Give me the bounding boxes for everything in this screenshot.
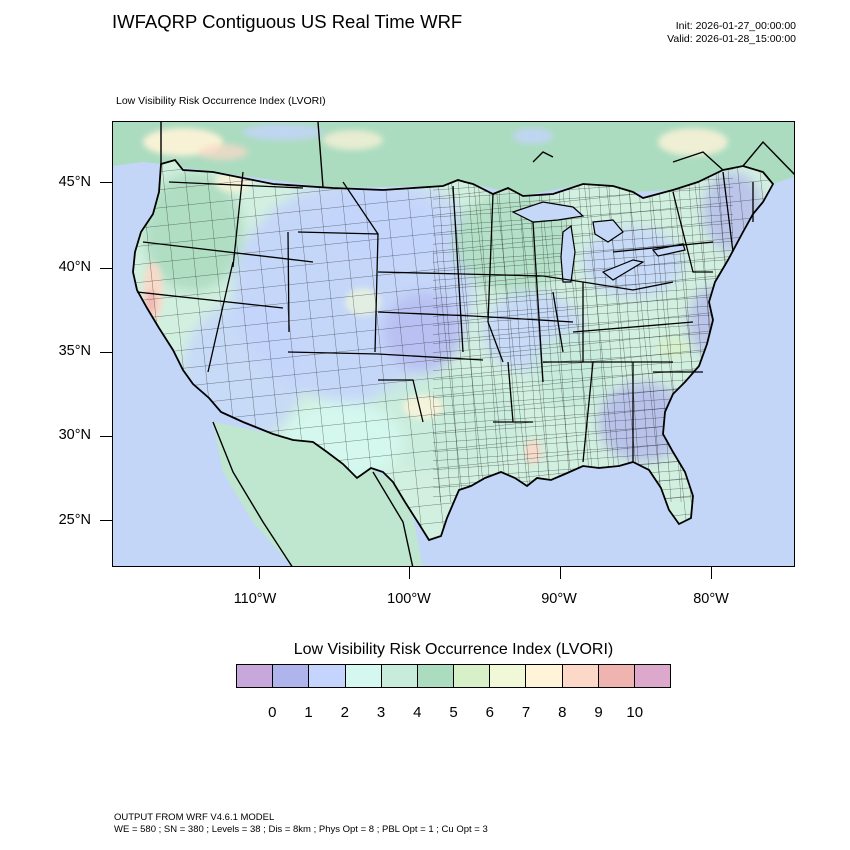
run-times: Init: 2026-01-27_00:00:00 Valid: 2026-01… [667, 20, 796, 46]
colorbar-label-10: 10 [626, 704, 644, 721]
lat-tick [100, 352, 112, 353]
colorbar-label-3: 3 [376, 704, 386, 721]
neighbor-land [113, 122, 794, 566]
lon-tick [409, 567, 410, 579]
lat-label-25: 25°N [58, 512, 91, 528]
canada-terrain [143, 124, 728, 160]
lat-tick [100, 520, 112, 521]
colorbar-box-2 [309, 665, 346, 687]
valid-time: Valid: 2026-01-28_15:00:00 [667, 33, 796, 45]
colorbar-box-6 [454, 665, 491, 687]
init-time: Init: 2026-01-27_00:00:00 [675, 20, 796, 32]
colorbar-box-10 [598, 665, 635, 687]
colorbar-label-8: 8 [558, 704, 567, 721]
colorbar-box-4 [381, 665, 418, 687]
colorbar-box-11 [634, 665, 671, 687]
colorbar-box-7 [490, 665, 527, 687]
lon-label-110: 110°W [233, 591, 277, 607]
colorbar-box-1 [273, 665, 310, 687]
great-lakes [511, 201, 686, 283]
lat-tick [100, 182, 112, 183]
lon-label-90: 90°W [541, 591, 577, 607]
colorbar-title: Low Visibility Risk Occurrence Index (LV… [293, 641, 614, 658]
state-lines [136, 171, 754, 463]
lat-label-30: 30°N [58, 427, 91, 443]
canada-land [113, 122, 794, 196]
lon-label-100: 100°W [387, 591, 431, 607]
colorbar-label-5: 5 [449, 704, 458, 721]
lon-tick [560, 567, 561, 579]
plot-title: IWFAQRP Contiguous US Real Time WRF [112, 11, 463, 32]
model-info: OUTPUT FROM WRF V4.6.1 MODEL WE = 580 ; … [114, 812, 488, 835]
colorbar-box-8 [526, 665, 563, 687]
colorbar-box-3 [345, 665, 382, 687]
field-subtitle: Low Visibility Risk Occurrence Index (LV… [116, 95, 326, 107]
model-info-line1: OUTPUT FROM WRF V4.6.1 MODEL [114, 812, 275, 823]
map-svg [113, 122, 794, 566]
colorbar-label-4: 4 [413, 704, 422, 721]
colorbar-label-6: 6 [485, 704, 494, 721]
lat-tick [100, 268, 112, 269]
colorbar-label-2: 2 [340, 704, 349, 721]
model-info-line2: WE = 580 ; SN = 380 ; Levels = 38 ; Dis … [114, 823, 488, 835]
colorbar-label-1: 1 [304, 704, 313, 721]
lon-tick [259, 567, 260, 579]
lat-label-35: 35°N [58, 343, 91, 359]
colorbar-label-0: 0 [268, 704, 277, 721]
mexico-land [213, 422, 423, 566]
lat-label-40: 40°N [58, 259, 91, 275]
colorbar-box-9 [562, 665, 599, 687]
international-borders [160, 122, 794, 566]
lat-label-45: 45°N [58, 174, 91, 190]
colorbar [236, 664, 671, 688]
colorbar-label-9: 9 [594, 704, 603, 721]
colorbar-box-5 [417, 665, 455, 687]
lat-tick [100, 436, 112, 437]
lon-label-80: 80°W [693, 591, 729, 607]
colorbar-box-0 [237, 665, 274, 687]
colorbar-label-7: 7 [521, 704, 531, 721]
lon-tick [711, 567, 712, 579]
map-panel [112, 121, 795, 567]
us-coastline [132, 158, 775, 542]
